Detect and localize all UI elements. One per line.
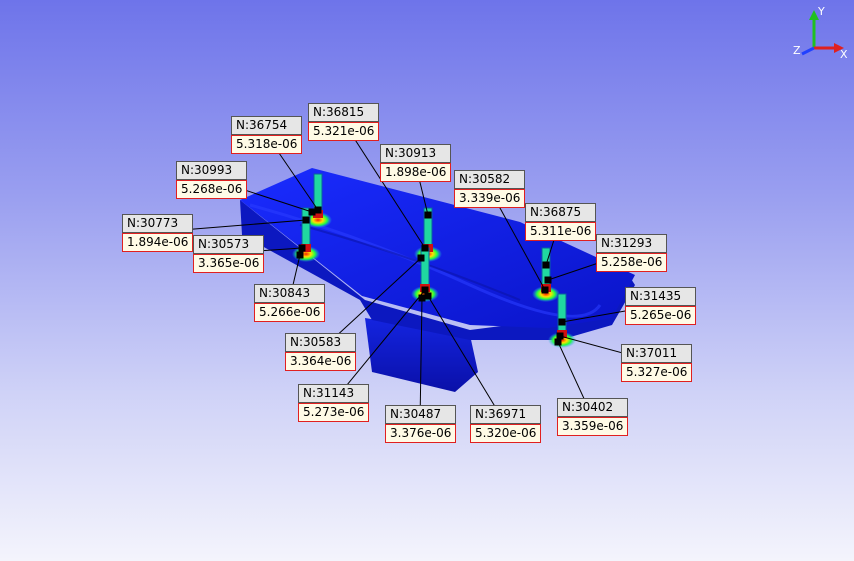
- z-axis-label: Z: [793, 44, 801, 57]
- model-plate-side: [240, 200, 635, 340]
- probe-anchor: [314, 206, 322, 214]
- probe-label[interactable]: N:36875 5.311e-06: [525, 203, 597, 241]
- probe-node-id: N:36875: [526, 204, 596, 222]
- probe-label[interactable]: N:30582 3.339e-06: [454, 170, 526, 208]
- probe-value: 5.311e-06: [525, 222, 597, 241]
- probe-anchor: [417, 254, 425, 262]
- probe-anchor: [554, 338, 562, 346]
- probe-value: 1.898e-06: [380, 163, 452, 182]
- probe-anchor: [541, 286, 549, 294]
- probe-label[interactable]: N:37011 5.327e-06: [621, 344, 693, 382]
- bolt-nut: [313, 210, 323, 218]
- probe-value: 5.273e-06: [298, 403, 370, 422]
- probe-node-id: N:30402: [558, 399, 628, 417]
- probe-node-id: N:30773: [123, 215, 193, 233]
- probe-label[interactable]: N:31293 5.258e-06: [596, 234, 668, 272]
- probe-value: 5.268e-06: [176, 180, 248, 199]
- probe-value: 1.894e-06: [122, 233, 194, 252]
- leader-line: [332, 289, 426, 403]
- probe-anchor: [298, 244, 306, 252]
- probe-label[interactable]: N:30583 3.364e-06: [285, 333, 357, 371]
- probe-anchor: [424, 292, 432, 300]
- probe-value: 3.376e-06: [385, 424, 457, 443]
- probe-anchor: [558, 318, 566, 326]
- probe-anchor: [424, 211, 432, 219]
- probe-anchor: [421, 286, 429, 294]
- probe-node-id: N:37011: [622, 345, 692, 363]
- probe-anchor: [542, 261, 550, 269]
- probe-node-id: N:30573: [194, 236, 264, 254]
- probe-value: 3.364e-06: [285, 352, 357, 371]
- model-ridge: [299, 224, 521, 301]
- probe-node-id: N:36754: [232, 117, 302, 135]
- bolt: [304, 173, 332, 228]
- probe-label[interactable]: N:30402 3.359e-06: [557, 398, 629, 436]
- probe-anchor: [421, 244, 429, 252]
- probe-anchor: [418, 294, 426, 302]
- probe-node-id: N:31293: [597, 235, 667, 253]
- bolt-shaft: [420, 247, 430, 289]
- probe-label[interactable]: N:36971 5.320e-06: [470, 405, 542, 443]
- stress-hotspot: [532, 286, 560, 302]
- probe-node-id: N:30487: [386, 406, 456, 424]
- x-axis-label: X: [840, 48, 848, 60]
- probe-value: 3.359e-06: [557, 417, 629, 436]
- probe-anchor: [296, 251, 304, 259]
- bolt-nut: [301, 244, 311, 252]
- probe-node-id: N:30993: [177, 162, 247, 180]
- axis-triad[interactable]: Y X Z: [790, 4, 850, 60]
- probe-label[interactable]: N:30573 3.365e-06: [193, 235, 265, 273]
- z-axis-line: [801, 46, 815, 56]
- leader-line: [427, 295, 506, 424]
- probe-label[interactable]: N:30487 3.376e-06: [385, 405, 457, 443]
- bolt-shaft: [557, 293, 567, 335]
- x-axis-arrow: [834, 43, 844, 53]
- probe-node-id: N:31143: [299, 385, 369, 403]
- probe-value: 5.320e-06: [470, 424, 542, 443]
- model-plate-top: [240, 168, 635, 328]
- probe-value: 3.339e-06: [454, 189, 526, 208]
- probe-value: 5.265e-06: [625, 306, 697, 325]
- probe-label[interactable]: N:30913 1.898e-06: [380, 144, 452, 182]
- probe-anchor: [544, 276, 552, 284]
- probe-node-id: N:36971: [471, 406, 541, 424]
- leader-line: [342, 120, 426, 249]
- probe-node-id: N:31435: [626, 288, 696, 306]
- probe-label[interactable]: N:30773 1.894e-06: [122, 214, 194, 252]
- leader-line: [419, 297, 423, 424]
- probe-node-id: N:30582: [455, 171, 525, 189]
- probe-value: 5.318e-06: [231, 135, 303, 154]
- probe-anchor: [308, 208, 316, 216]
- probe-anchor: [302, 216, 310, 224]
- probe-label[interactable]: N:31143 5.273e-06: [298, 384, 370, 422]
- probe-label[interactable]: N:36815 5.321e-06: [308, 103, 380, 141]
- probe-value: 5.327e-06: [621, 363, 693, 382]
- probe-label[interactable]: N:36754 5.318e-06: [231, 116, 303, 154]
- y-axis-label: Y: [817, 5, 825, 18]
- probe-node-id: N:30913: [381, 145, 451, 163]
- probe-node-id: N:36815: [309, 104, 379, 122]
- probe-value: 5.266e-06: [254, 303, 326, 322]
- probe-label[interactable]: N:30843 5.266e-06: [254, 284, 326, 322]
- probe-anchor: [556, 332, 564, 340]
- probe-value: 5.321e-06: [308, 122, 380, 141]
- mesh-model: [240, 168, 635, 392]
- stress-hotspot: [304, 212, 332, 228]
- probe-value: 5.258e-06: [596, 253, 668, 272]
- probe-label[interactable]: N:30993 5.268e-06: [176, 161, 248, 199]
- probe-label[interactable]: N:31435 5.265e-06: [625, 287, 697, 325]
- probe-node-id: N:30843: [255, 285, 325, 303]
- y-axis-arrow: [809, 10, 819, 20]
- probe-value: 3.365e-06: [193, 254, 265, 273]
- probe-node-id: N:30583: [286, 334, 356, 352]
